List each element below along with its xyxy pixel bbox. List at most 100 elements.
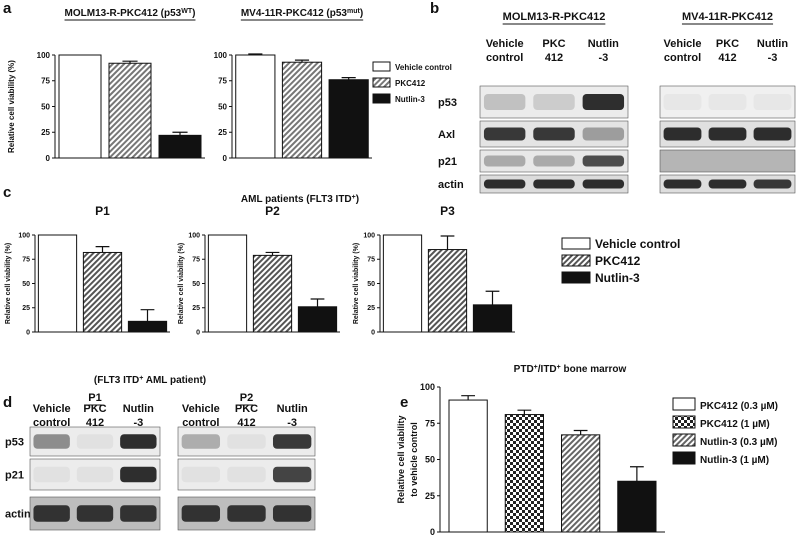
y-tick-label: 25: [192, 305, 200, 312]
y-tick-label: 0: [430, 527, 435, 537]
blot-band: [227, 434, 266, 449]
legend-swatch: [672, 433, 696, 447]
blot-band: [663, 127, 702, 141]
blot-title-part: (FLT3 ITD: [94, 375, 139, 386]
y-tick-label: 75: [425, 418, 435, 428]
column-label: PKC: [83, 403, 106, 415]
subplot-title: P2: [265, 204, 280, 218]
bar: [504, 414, 544, 533]
column-label: Vehicle: [182, 403, 220, 415]
y-tick-label: 100: [37, 51, 51, 60]
legend-swatch: [561, 237, 591, 250]
column-label: PKC: [542, 38, 565, 50]
column-label: Vehicle: [486, 38, 524, 50]
blot-band: [708, 179, 747, 189]
subplot-title-part: P1: [95, 204, 110, 218]
error-bar: [140, 309, 155, 322]
blot-band: [272, 505, 312, 522]
column-label: Nutlin: [757, 38, 788, 50]
blot-band: [483, 94, 526, 110]
y-tick-label: 25: [41, 128, 50, 137]
column-label: control: [33, 417, 70, 429]
blot-band: [663, 94, 702, 110]
row-label: p53: [5, 437, 24, 449]
legend-swatch: [561, 271, 591, 284]
bar: [37, 234, 78, 333]
column-label: 412: [545, 52, 563, 64]
bar: [158, 134, 202, 159]
bar: [427, 249, 468, 333]
y-tick-label: 0: [46, 154, 51, 163]
blot-band: [753, 179, 792, 189]
blot-band: [483, 127, 526, 141]
column-label: 412: [237, 417, 255, 429]
row-label: actin: [5, 509, 31, 521]
subplot-title-part: ): [360, 8, 363, 19]
row-label: p53: [438, 97, 457, 109]
subplot-title-part: mut: [347, 8, 361, 15]
blot-strip: [659, 85, 796, 119]
error-bar: [440, 235, 455, 250]
blot-band: [76, 434, 114, 449]
y-tick-label: 25: [22, 305, 30, 312]
blot-band: [533, 94, 575, 110]
y-tick-label: 0: [26, 329, 30, 336]
y-tick-label: 75: [22, 257, 30, 264]
column-label: PKC: [235, 403, 258, 415]
chart-title-part: +: [352, 194, 356, 201]
legend-label: PKC412: [395, 79, 426, 88]
bar: [382, 234, 423, 333]
bar: [82, 251, 123, 333]
row-label: actin: [438, 179, 464, 191]
blot-band: [33, 466, 70, 483]
y-axis-label: Relative cell viability (%): [178, 243, 185, 324]
subplot-title: MOLM13-R-PKC412 (p53WT): [65, 8, 196, 20]
blot-band: [120, 434, 157, 449]
y-tick-label: 100: [214, 51, 228, 60]
chart-title-part: +: [534, 364, 538, 371]
column-label: -3: [133, 417, 143, 429]
chart-title-part: bone marrow: [561, 364, 627, 375]
legend-swatch: [561, 254, 591, 267]
y-axis-label: Relative cell viability (%): [5, 243, 12, 324]
error-bar: [95, 246, 110, 253]
bar: [561, 434, 601, 533]
error-bar: [517, 409, 532, 415]
bar: [617, 480, 657, 533]
error-bar: [485, 290, 500, 305]
blot-band: [753, 127, 792, 141]
y-tick-label: 75: [367, 257, 375, 264]
chart-title-part: PTD: [514, 364, 534, 375]
blot-band: [272, 466, 312, 483]
y-axis-label: Relative cell viability: [396, 415, 406, 503]
y-tick-label: 75: [41, 77, 50, 86]
blot-band: [227, 466, 266, 483]
error-bar: [573, 429, 588, 435]
legend-label: PKC412: [595, 254, 641, 268]
subplot-title: MV4-11R-PKC412 (p53mut): [241, 8, 363, 20]
legend-label: Vehicle control: [595, 237, 680, 251]
bar: [207, 234, 248, 333]
blot-band: [582, 155, 625, 167]
y-tick-label: 0: [196, 329, 200, 336]
panel-label: a: [3, 0, 12, 17]
column-label: control: [664, 52, 701, 64]
bar: [252, 254, 293, 333]
blot-band: [272, 434, 312, 449]
blot-band: [533, 179, 575, 189]
y-axis-label: to vehicle control: [409, 422, 419, 497]
legend-label: PKC412 (1 µM): [700, 419, 770, 430]
column-label: Nutlin: [277, 403, 308, 415]
blot-band: [76, 505, 114, 522]
bar: [297, 306, 338, 333]
y-tick-label: 50: [192, 281, 200, 288]
subplot-title-part: MV4-11R-PKC412 (p53: [241, 8, 348, 19]
legend-swatch: [372, 77, 391, 88]
subplot-title-part: P3: [440, 204, 455, 218]
blot-band: [533, 155, 575, 167]
legend-label: PKC412 (0.3 µM): [700, 401, 778, 412]
bar: [127, 320, 168, 333]
column-label: Vehicle: [664, 38, 702, 50]
blot-band: [582, 127, 625, 141]
blot-band: [33, 505, 70, 522]
